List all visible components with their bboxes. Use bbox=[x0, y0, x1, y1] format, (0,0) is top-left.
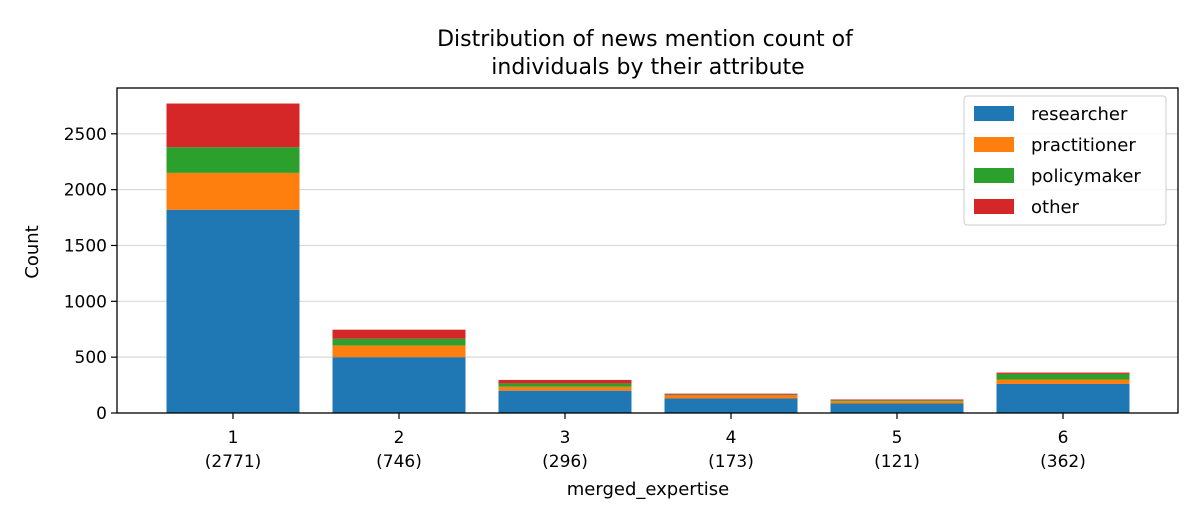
x-tick-label: 3 bbox=[560, 428, 571, 448]
legend: researcher practitioner policymaker other bbox=[963, 95, 1167, 226]
x-tick-total-label: (121) bbox=[874, 452, 920, 472]
x-tick-total-label: (362) bbox=[1040, 452, 1086, 472]
chart-title-line-1: Distribution of news mention count of bbox=[437, 27, 854, 52]
x-axis-ticks: 1 (2771) 2 (746) 3 (296) 4 (173) 5 (121) 6 (362) bbox=[205, 413, 1086, 472]
x-tick-total-label: (2771) bbox=[205, 452, 262, 472]
x-axis-label: merged_expertise bbox=[567, 479, 729, 500]
bar-segment-other-4 bbox=[664, 393, 798, 395]
x-tick-label: 4 bbox=[726, 428, 737, 448]
bar-segment-practitioner-4 bbox=[664, 395, 798, 399]
bar-segment-policymaker-4 bbox=[664, 394, 798, 396]
x-tick-label: 1 bbox=[228, 428, 239, 448]
bar-segment-policymaker-5 bbox=[830, 400, 964, 402]
legend-label-researcher: researcher bbox=[1031, 104, 1128, 125]
bar-segment-policymaker-3 bbox=[498, 383, 632, 387]
y-tick-label: 1000 bbox=[64, 292, 107, 312]
legend-swatch-other bbox=[974, 199, 1014, 214]
bar-segment-practitioner-6 bbox=[996, 379, 1130, 384]
x-tick-total-label: (173) bbox=[708, 452, 754, 472]
x-tick-total-label: (746) bbox=[376, 452, 422, 472]
bar-segment-practitioner-2 bbox=[332, 345, 466, 358]
bar-segment-practitioner-5 bbox=[830, 401, 964, 404]
bar-segment-practitioner-3 bbox=[498, 386, 632, 391]
bar-segment-practitioner-1 bbox=[166, 172, 300, 210]
bar-segment-other-5 bbox=[830, 399, 964, 401]
x-tick-label: 2 bbox=[394, 428, 405, 448]
y-tick-label: 2500 bbox=[64, 125, 107, 145]
x-tick-label: 6 bbox=[1058, 428, 1069, 448]
chart-title-line-2: individuals by their attribute bbox=[491, 55, 804, 80]
x-tick-total-label: (296) bbox=[542, 452, 588, 472]
legend-swatch-practitioner bbox=[974, 137, 1014, 152]
bar-segment-researcher-2 bbox=[332, 357, 466, 413]
y-tick-label: 2000 bbox=[64, 181, 107, 201]
bar-segment-other-2 bbox=[332, 329, 466, 339]
bar-segment-researcher-3 bbox=[498, 390, 632, 413]
x-tick-label: 5 bbox=[892, 428, 903, 448]
legend-swatch-policymaker bbox=[974, 168, 1014, 183]
y-tick-label: 1500 bbox=[64, 236, 107, 256]
y-tick-label: 500 bbox=[75, 348, 107, 368]
plot-frame bbox=[116, 87, 1179, 414]
bar-segment-other-1 bbox=[166, 103, 300, 148]
legend-label-policymaker: policymaker bbox=[1031, 166, 1141, 187]
legend-label-other: other bbox=[1031, 197, 1080, 218]
bar-segment-researcher-4 bbox=[664, 398, 798, 413]
y-axis-ticks: 0 500 1000 1500 2000 2500 bbox=[64, 125, 117, 424]
bar-segment-policymaker-1 bbox=[166, 147, 300, 173]
bar-segment-researcher-5 bbox=[830, 403, 964, 413]
bar-segment-researcher-1 bbox=[166, 209, 300, 413]
bar-segment-policymaker-6 bbox=[996, 373, 1130, 380]
legend-label-practitioner: practitioner bbox=[1031, 135, 1136, 156]
legend-swatch-researcher bbox=[974, 106, 1014, 121]
bar-segment-researcher-6 bbox=[996, 383, 1130, 413]
bar-segment-policymaker-2 bbox=[332, 338, 466, 346]
bars bbox=[166, 103, 1130, 413]
bar-segment-other-6 bbox=[996, 372, 1130, 374]
y-axis-label: Count bbox=[22, 225, 43, 278]
y-tick-label: 0 bbox=[96, 404, 107, 424]
bar-segment-other-3 bbox=[498, 379, 632, 384]
legend-frame bbox=[963, 95, 1167, 226]
